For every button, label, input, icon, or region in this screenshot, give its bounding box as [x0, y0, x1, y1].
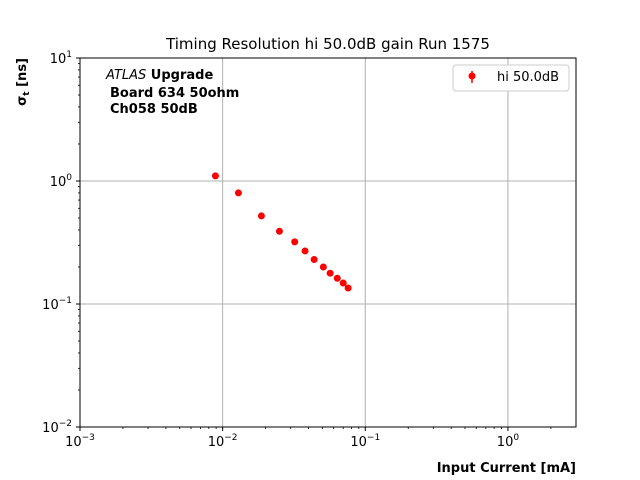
legend: hi 50.0dB [452, 64, 570, 92]
data-point-0-1 [234, 189, 242, 197]
y-tick-label-1: 10−1 [42, 296, 72, 313]
minor-ticks [78, 63, 552, 429]
legend-entry-label: hi 50.0dB [497, 70, 559, 85]
board-label: Board 634 50ohm [110, 86, 239, 101]
upgrade-label: Upgrade [146, 68, 213, 83]
chart-title: Timing Resolution hi 50.0dB gain Run 157… [165, 35, 490, 53]
x-tick-label-3: 100 [497, 433, 520, 450]
data-points [211, 172, 352, 292]
y-axis-label: σt [ns] [15, 58, 32, 106]
y-tick-label-2: 100 [50, 173, 73, 190]
x-tick-label-0: 10−3 [65, 433, 95, 450]
atlas-label: ATLAS [105, 68, 146, 83]
data-point-0-6 [310, 256, 318, 264]
data-point-0-10 [339, 279, 347, 287]
y-axis-label-sub: t [22, 91, 32, 96]
channel-label: Ch058 50dB [110, 102, 198, 117]
grid-lines [80, 58, 576, 427]
data-point-0-0 [211, 172, 219, 180]
y-tick-label-3: 101 [50, 50, 72, 67]
data-point-0-7 [319, 263, 327, 271]
y-axis-ticks: 10−2 10−1 100 101 [42, 50, 80, 436]
x-axis-ticks: 10−3 10−2 10−1 100 [65, 427, 519, 450]
data-point-0-5 [301, 247, 309, 255]
data-point-0-11 [344, 284, 352, 292]
legend-box [452, 64, 570, 92]
atlas-annotation: ATLAS Upgrade Board 634 50ohm Ch058 50dB [105, 68, 239, 117]
data-point-0-4 [291, 238, 299, 246]
x-axis-label: Input Current [mA] [437, 461, 576, 476]
plot-frame [79, 57, 577, 428]
data-point-0-8 [326, 269, 334, 277]
data-point-0-2 [257, 212, 265, 220]
svg-text:ATLAS Upgrade: ATLAS Upgrade [105, 68, 213, 83]
legend-marker [468, 72, 476, 80]
data-point-0-9 [333, 274, 341, 282]
x-tick-label-2: 10−1 [350, 433, 380, 450]
y-axis-label-unit: [ns] [15, 58, 30, 91]
y-tick-label-0: 10−2 [42, 419, 72, 436]
y-axis-label-sigma: σ [15, 96, 30, 106]
x-tick-label-1: 10−2 [208, 433, 238, 450]
data-point-0-3 [275, 227, 283, 235]
